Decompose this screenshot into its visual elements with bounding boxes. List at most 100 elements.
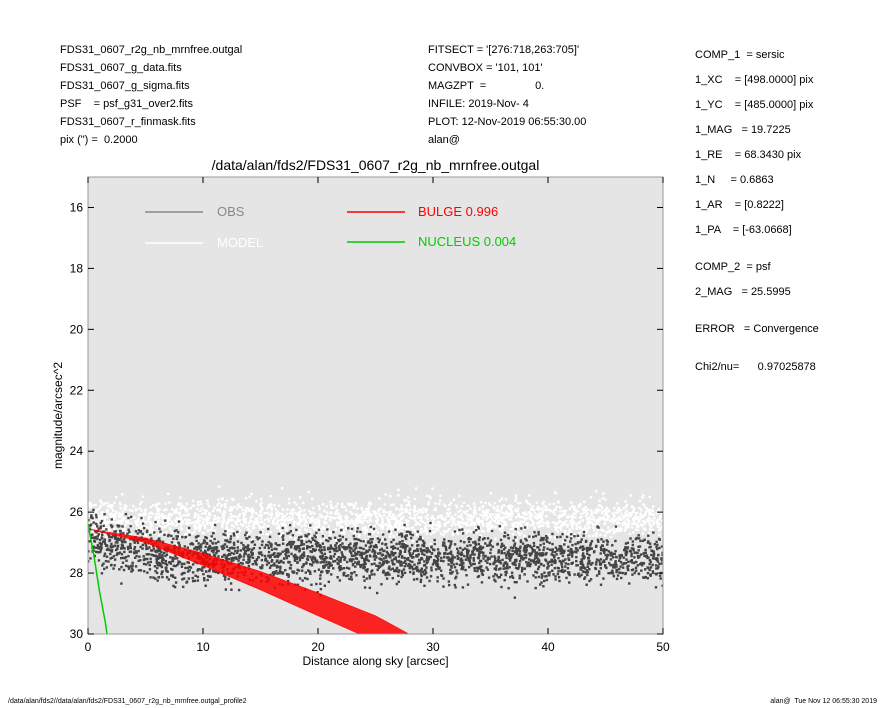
obs-point: [646, 571, 650, 575]
model-point: [526, 522, 529, 525]
obs-point: [433, 542, 437, 546]
model-point: [423, 526, 427, 529]
model-point: [302, 516, 306, 520]
model-point: [602, 515, 606, 519]
obs-point: [141, 522, 145, 525]
obs-point: [100, 544, 103, 548]
obs-point: [467, 565, 471, 569]
obs-point: [357, 551, 361, 554]
obs-point: [259, 551, 263, 554]
obs-point: [573, 573, 576, 576]
obs-point: [488, 562, 492, 566]
obs-point: [161, 575, 164, 579]
obs-point: [108, 538, 112, 542]
model-point: [103, 519, 107, 522]
obs-point: [386, 552, 390, 555]
obs-point: [453, 543, 457, 546]
obs-point: [640, 564, 644, 567]
obs-point: [292, 554, 295, 558]
model-point: [396, 527, 400, 531]
obs-point: [146, 571, 149, 574]
model-point: [319, 514, 322, 518]
model-point: [375, 511, 378, 514]
model-point: [474, 512, 478, 515]
model-point: [514, 509, 517, 512]
model-point: [230, 523, 234, 527]
obs-point: [518, 562, 521, 566]
obs-point: [161, 570, 164, 573]
model-point: [193, 527, 197, 530]
obs-point: [311, 561, 315, 564]
obs-point: [95, 516, 98, 519]
model-point: [638, 499, 642, 503]
obs-point: [250, 551, 253, 554]
obs-point: [251, 548, 254, 551]
obs-point: [448, 546, 451, 550]
model-point: [644, 507, 648, 510]
obs-point: [661, 553, 663, 557]
obs-point: [451, 556, 454, 560]
model-point: [388, 524, 392, 527]
obs-point: [341, 542, 344, 545]
model-point: [411, 539, 415, 543]
model-point: [96, 516, 100, 520]
model-point: [449, 501, 453, 505]
model-point: [223, 535, 226, 539]
model-point: [162, 514, 166, 518]
model-point: [203, 525, 207, 528]
obs-point: [534, 576, 537, 579]
obs-point: [349, 542, 352, 545]
obs-point: [621, 563, 624, 566]
model-point: [355, 518, 359, 521]
model-point: [193, 530, 196, 534]
obs-point: [328, 547, 332, 550]
obs-point: [224, 539, 227, 542]
model-point: [538, 516, 541, 519]
model-point: [450, 523, 453, 527]
model-point: [235, 523, 239, 526]
model-point: [536, 513, 539, 516]
model-point: [272, 519, 275, 523]
model-point: [533, 527, 537, 530]
model-point: [522, 520, 526, 523]
model-point: [354, 531, 357, 534]
obs-point: [152, 544, 155, 548]
model-point: [310, 525, 313, 528]
model-point: [548, 503, 551, 506]
obs-point: [494, 580, 497, 583]
model-point: [599, 517, 603, 521]
obs-point: [325, 563, 328, 567]
obs-point: [282, 534, 285, 537]
obs-point: [456, 557, 460, 561]
model-point: [368, 501, 371, 505]
obs-point: [524, 556, 528, 559]
obs-point: [230, 546, 234, 549]
obs-point: [327, 580, 331, 584]
obs-point: [269, 564, 273, 568]
model-point: [523, 534, 526, 538]
model-point: [568, 528, 571, 531]
obs-point: [296, 568, 299, 572]
model-point: [300, 509, 303, 512]
model-point: [559, 506, 562, 509]
obs-point: [566, 554, 570, 557]
obs-point: [226, 554, 230, 557]
model-point: [113, 527, 116, 530]
model-point: [247, 528, 250, 531]
obs-point: [157, 555, 160, 558]
model-point: [628, 532, 632, 536]
obs-point: [232, 541, 236, 545]
obs-point: [323, 564, 327, 567]
model-point: [299, 520, 302, 524]
model-point: [422, 530, 426, 533]
obs-point: [609, 563, 612, 567]
model-point: [420, 508, 424, 512]
model-point: [147, 517, 150, 520]
model-point: [420, 528, 423, 531]
model-point: [609, 519, 612, 523]
model-point: [456, 532, 460, 536]
model-point: [563, 532, 566, 535]
model-point: [274, 523, 277, 526]
model-point: [565, 515, 569, 519]
model-point: [198, 519, 202, 522]
